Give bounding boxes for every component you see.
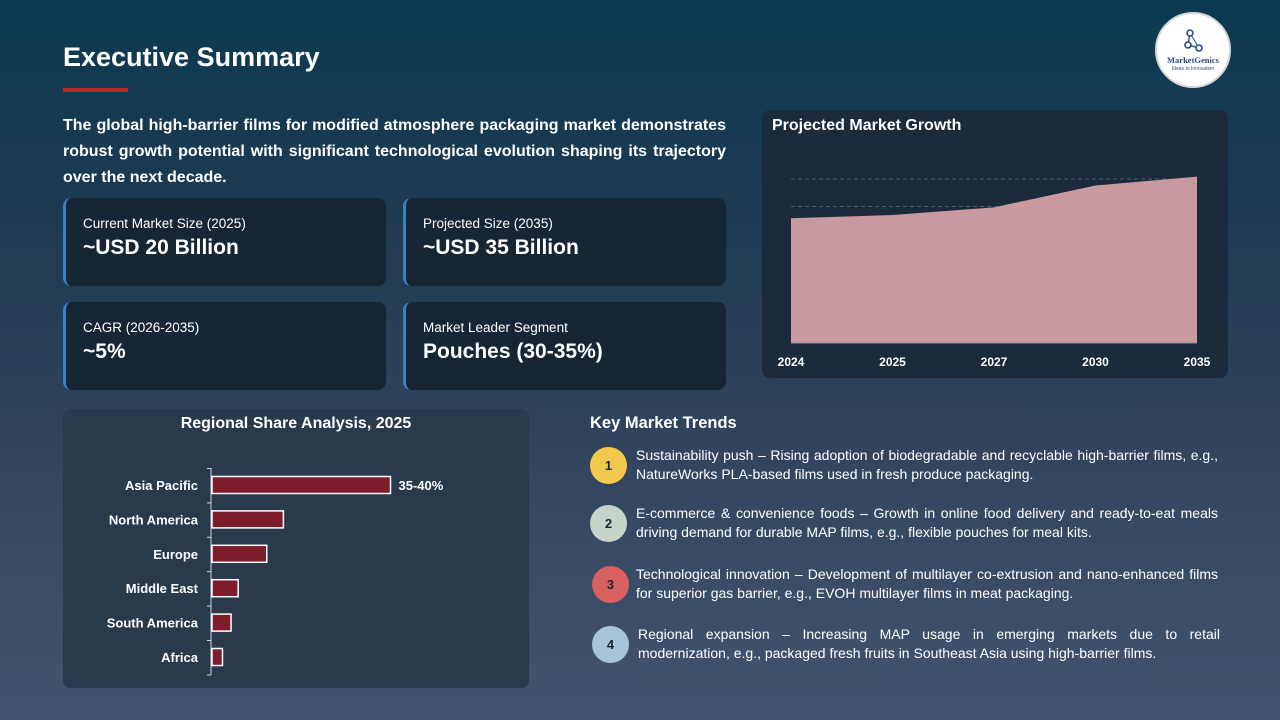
stat-card-leader-segment: Market Leader Segment Pouches (30-35%)	[403, 302, 726, 390]
bar	[211, 613, 232, 632]
trend-text: Technological innovation – Development o…	[636, 566, 1218, 601]
regional-chart-title: Regional Share Analysis, 2025	[180, 415, 412, 432]
bar	[211, 475, 392, 495]
bar	[211, 647, 224, 667]
growth-area-chart: 2024 2025 2027 2030 2035	[778, 176, 1211, 369]
bar	[211, 544, 268, 564]
title-underline	[63, 88, 128, 92]
growth-chart-card: 2024 2025 2027 2030 2035 Projected Market Gr…	[762, 110, 1228, 378]
stat-card-current-size: Current Market Size (2025) ~USD 20 Billi…	[63, 198, 386, 286]
stat-value: ~USD 35 Billion	[423, 236, 579, 259]
logo-tagline: Ideas to Innovation	[1171, 66, 1215, 72]
stat-label: CAGR (2026-2035)	[83, 320, 200, 335]
trend-text: E-commerce & convenience foods – Growth …	[636, 505, 1218, 540]
intro-paragraph: The global high-barrier films for modifi…	[63, 117, 726, 186]
stat-card-projected-size: Projected Size (2035) ~USD 35 Billion	[403, 198, 726, 286]
stat-label: Current Market Size (2025)	[83, 216, 246, 231]
growth-area-series	[791, 176, 1197, 343]
x-tick-label: 2024	[778, 355, 805, 369]
trend-text: Regional expansion – Increasing MAP usag…	[638, 626, 1220, 661]
category-label: Middle East	[126, 581, 199, 596]
x-tick-label: 2035	[1184, 355, 1211, 369]
stat-label: Projected Size (2035)	[423, 216, 553, 231]
category-label: Asia Pacific	[125, 478, 198, 493]
company-logo: MarketGenics Ideas to Innovation	[1155, 12, 1231, 88]
trend-number-badge: 4	[592, 626, 629, 663]
stat-value: Pouches (30-35%)	[423, 340, 603, 363]
stat-card-cagr: CAGR (2026-2035) ~5%	[63, 302, 386, 390]
logo-name: MarketGenics	[1167, 55, 1219, 65]
category-label: Europe	[153, 547, 198, 562]
x-tick-label: 2027	[981, 355, 1008, 369]
x-tick-label: 2025	[879, 355, 906, 369]
category-label: North America	[109, 512, 199, 527]
category-label: Africa	[161, 650, 199, 665]
trend-number-badge: 1	[590, 447, 627, 484]
category-label: South America	[107, 616, 199, 631]
growth-chart-title: Projected Market Growth	[772, 117, 962, 134]
trend-text: Sustainability push – Rising adoption of…	[636, 447, 1218, 482]
regional-bar-chart: Asia Pacific 35-40% North America Europe Mid…	[107, 468, 444, 676]
stat-value: ~5%	[83, 340, 126, 363]
data-label: 35-40%	[399, 478, 444, 493]
network-icon	[1184, 29, 1203, 52]
bar	[211, 510, 285, 529]
stat-value: ~USD 20 Billion	[83, 236, 239, 259]
x-tick-label: 2030	[1082, 355, 1109, 369]
trend-number-badge: 2	[590, 505, 627, 542]
trend-number-badge: 3	[592, 566, 629, 603]
trends-title: Key Market Trends	[590, 414, 737, 432]
stat-label: Market Leader Segment	[423, 320, 568, 335]
bar	[211, 578, 239, 598]
regional-chart-card: Asia Pacific 35-40% North America Europe Mid…	[63, 409, 529, 688]
page-title: Executive Summary	[63, 42, 320, 72]
